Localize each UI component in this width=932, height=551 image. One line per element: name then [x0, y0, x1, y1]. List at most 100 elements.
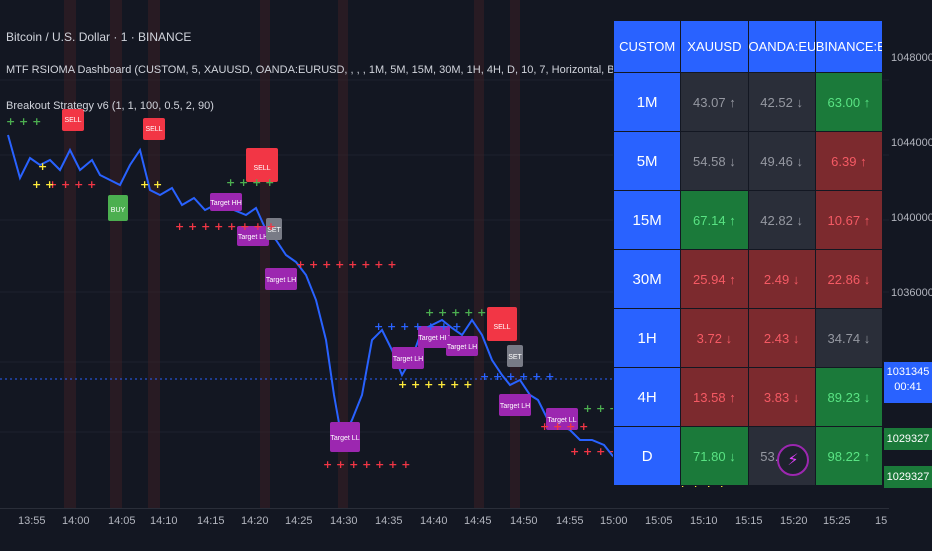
time-axis-label: 15:25 [823, 515, 851, 527]
time-axis-label: 14:15 [197, 515, 225, 527]
set-marker: SET [266, 218, 282, 240]
rsi-value-cell: 10.67 ↑ [814, 190, 884, 250]
svg-text:+ + + +: + + + + [540, 420, 588, 433]
rsi-value-cell: 42.82 ↓ [747, 190, 816, 250]
svg-text:+ + + + + + +: + + + + + + + [323, 458, 411, 471]
svg-text:SELL: SELL [145, 126, 162, 133]
timeframe-label: 1H [612, 308, 682, 368]
rsi-value-cell: 63.00 ↑ [814, 72, 884, 132]
svg-text:+: + [38, 160, 47, 173]
target-hh-marker: Target HH [418, 326, 450, 348]
time-axis-label: 15:05 [645, 515, 673, 527]
time-axis-label: 14:45 [464, 515, 492, 527]
candle-countdown: 00:41 [894, 381, 922, 393]
indicator-breakout-legend[interactable]: Breakout Strategy v6 (1, 1, 100, 0.5, 2,… [6, 100, 214, 112]
target-lh-marker: Target LH [499, 394, 531, 416]
target-lh-marker: Target LH [446, 336, 478, 356]
rsi-value-cell: 71.80 ↓ [680, 426, 749, 486]
sell-marker: SELL [487, 307, 517, 341]
current-price-tag: 1031345 00:41 [884, 362, 932, 403]
timeframe-label: 4H [612, 367, 682, 427]
rsi-value-cell: 22.86 ↓ [814, 249, 884, 309]
sell-marker: SELL [143, 118, 165, 140]
signal-markers: SELL SELL BUY SELL SELL Target HH Target… [62, 109, 578, 452]
target-ll-marker: Target LL [546, 408, 578, 430]
svg-text:+ + + + +: + + + + + [425, 306, 486, 319]
rsi-value-cell: 13.58 ↑ [680, 367, 749, 427]
target-ll-marker: Target LL [330, 422, 360, 452]
svg-text:SET: SET [267, 227, 281, 234]
timeframe-label: 5M [612, 131, 682, 191]
rsi-value-cell: 43.07 ↑ [680, 72, 749, 132]
timeframe-label: 15M [612, 190, 682, 250]
rsi-value-cell: 3.83 ↓ [747, 367, 816, 427]
time-axis-label: 14:55 [556, 515, 584, 527]
time-axis-label: 15:10 [690, 515, 718, 527]
header-btcusd: BINANCE:BTCUSD [814, 20, 884, 73]
symbol-title[interactable]: Bitcoin / U.S. Dollar · 1 · BINANCE [6, 30, 192, 44]
timeframe-label: 30M [612, 249, 682, 309]
target-hh-marker: Target HH [210, 193, 242, 211]
sell-marker: SELL [62, 109, 84, 131]
svg-text:Target LH: Target LH [500, 403, 530, 410]
svg-text:+ + +: + + + [583, 402, 618, 415]
rsioma-dashboard-table: CUSTOM XAUUSD OANDA:EURUSD BINANCE:BTCUS… [612, 20, 884, 486]
green-price-tag: 1029327 [884, 428, 932, 450]
svg-text:Target HH: Target HH [418, 335, 450, 342]
rsi-value-cell: 49.46 ↓ [747, 131, 816, 191]
time-axis-label: 15:15 [735, 515, 763, 527]
time-axis-label: 14:25 [285, 515, 313, 527]
time-axis-label: 15:20 [780, 515, 808, 527]
svg-text:SET: SET [508, 354, 522, 361]
time-axis-label: 15 [875, 515, 888, 527]
rsi-value-cell: 2.49 ↓ [747, 249, 816, 309]
time-axis-label: 14:05 [108, 515, 136, 527]
svg-text:+ + + + + + +: + + + + + + + [374, 320, 462, 333]
price-axis-label: 1048000 [891, 52, 932, 64]
rsi-value-cell: 67.14 ↑ [680, 190, 749, 250]
svg-text:Target HH: Target HH [210, 200, 242, 207]
svg-text:Target LL: Target LL [330, 435, 359, 442]
svg-text:Target LH: Target LH [266, 277, 296, 284]
svg-text:+ +: + + [32, 178, 54, 191]
time-axis-label: 15:00 [600, 515, 628, 527]
svg-text:Target LH: Target LH [393, 356, 423, 363]
time-axis-label: 13:55 [18, 515, 46, 527]
sell-marker: SELL [246, 148, 278, 182]
svg-text:SELL: SELL [493, 324, 510, 331]
target-lh-marker: Target LH [265, 268, 297, 290]
time-axis[interactable] [0, 508, 932, 551]
svg-text:+ +: + + [140, 178, 162, 191]
set-marker: SET [507, 345, 523, 367]
rsi-value-cell: 25.94 ↑ [680, 249, 749, 309]
green-price-tag: 1029327 [884, 466, 932, 488]
rsi-value-cell: 3.72 ↓ [680, 308, 749, 368]
time-axis-label: 14:10 [150, 515, 178, 527]
rsi-value-cell: 34.74 ↓ [814, 308, 884, 368]
header-custom: CUSTOM [612, 20, 682, 73]
rsi-value-cell: 42.52 ↓ [747, 72, 816, 132]
svg-text:+ + +: + + + [6, 115, 41, 128]
current-price-value: 1031345 [886, 366, 930, 378]
svg-text:+ + + +: + + + + [48, 178, 96, 191]
rsi-value-cell: 2.43 ↓ [747, 308, 816, 368]
rsi-value-cell: 89.23 ↓ [814, 367, 884, 427]
svg-text:+ + + +: + + + + [226, 176, 274, 189]
svg-text:BUY: BUY [111, 207, 126, 214]
time-axis-label: 14:00 [62, 515, 90, 527]
svg-text:SELL: SELL [64, 117, 81, 124]
bolt-icon[interactable]: ⚡ [777, 444, 809, 476]
rsi-value-cell: 98.22 ↑ [814, 426, 884, 486]
target-lh-marker: Target LH [392, 347, 424, 369]
time-axis-label: 14:35 [375, 515, 403, 527]
price-axis-label: 1044000 [891, 137, 932, 149]
price-axis-label: 1036000 [891, 287, 932, 299]
timeframe-label: D [612, 426, 682, 486]
header-eurusd: OANDA:EURUSD [747, 20, 816, 73]
cross-markers: + + + + + + + + + + + + + + + + + + + + … [6, 115, 726, 490]
time-axis-label: 14:20 [241, 515, 269, 527]
header-xauusd: XAUUSD [680, 20, 749, 73]
rsi-value-cell: 54.58 ↓ [680, 131, 749, 191]
buy-marker: BUY [108, 195, 128, 221]
rsi-value-cell: 6.39 ↑ [814, 131, 884, 191]
